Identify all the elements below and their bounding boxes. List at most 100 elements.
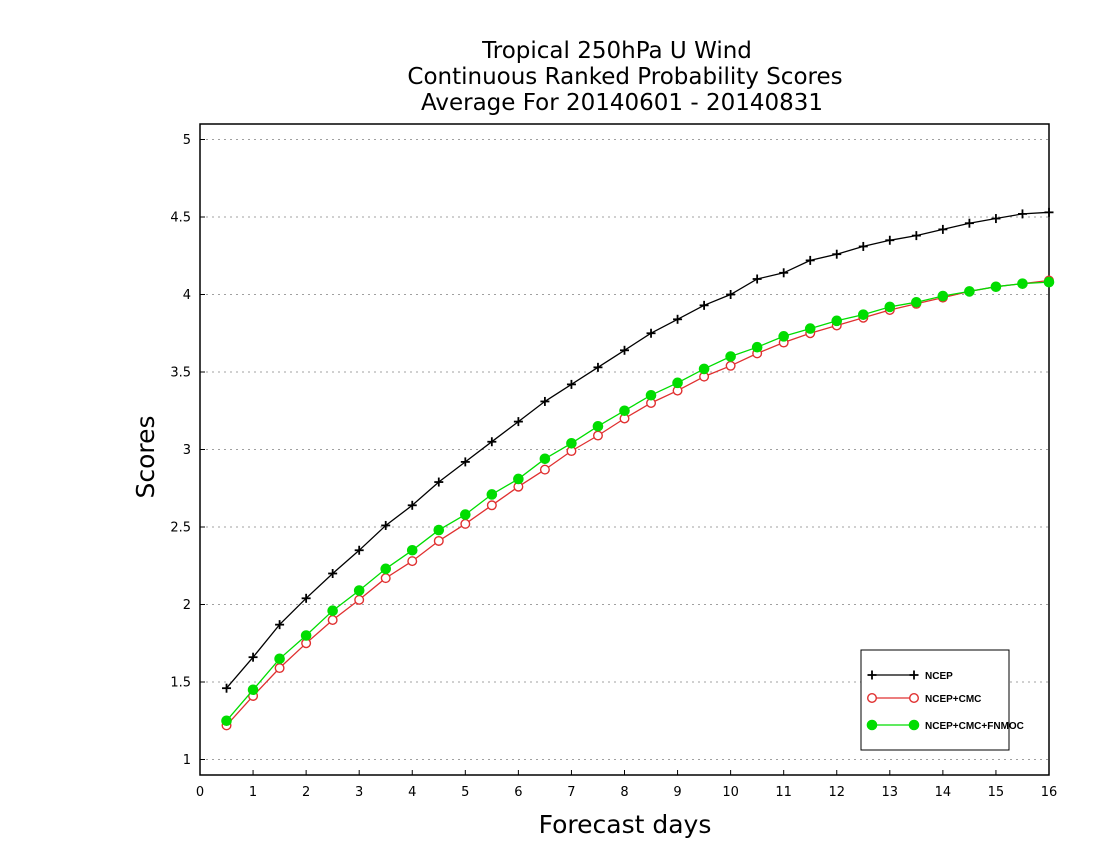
- chart-title-line-1: Tropical 250hPa U Wind: [481, 38, 752, 64]
- x-tick-label: 12: [828, 785, 845, 800]
- data-point: [673, 314, 683, 324]
- x-tick-label: 2: [302, 785, 310, 800]
- data-point: [354, 545, 364, 555]
- legend-label: NCEP+CMC+FNMOC: [925, 721, 1024, 732]
- data-point: [698, 363, 710, 375]
- data-point: [938, 224, 948, 234]
- data-point: [221, 715, 232, 727]
- data-point: [804, 323, 816, 334]
- data-point: [1044, 207, 1054, 217]
- y-tick-label: 1: [183, 753, 191, 768]
- x-tick-label: 7: [567, 785, 575, 800]
- y-tick-label: 4.5: [170, 211, 191, 226]
- data-point: [566, 438, 577, 449]
- legend-entry: NCEP+CMC+FNMOC: [866, 719, 1024, 732]
- data-point: [486, 489, 498, 500]
- data-point: [646, 328, 656, 338]
- legend-entry: NCEP: [867, 670, 953, 682]
- data-point: [274, 663, 285, 674]
- x-tick-label: 5: [461, 785, 469, 800]
- data-point: [248, 652, 258, 662]
- x-tick-label: 13: [882, 785, 899, 800]
- data-point: [487, 437, 497, 447]
- data-point: [381, 520, 391, 530]
- data-point: [434, 477, 444, 487]
- x-tick-label: 3: [355, 785, 363, 800]
- data-point: [275, 620, 285, 630]
- data-point: [327, 615, 338, 626]
- data-point: [1017, 209, 1027, 219]
- data-point: [991, 214, 1001, 224]
- data-point: [407, 500, 417, 510]
- data-point: [592, 420, 604, 432]
- data-point: [752, 274, 762, 284]
- x-tick-label: 4: [408, 785, 416, 800]
- x-tick-label: 1: [249, 785, 257, 800]
- y-tick-label: 5: [183, 133, 191, 148]
- data-point: [539, 464, 550, 475]
- data-point: [911, 296, 922, 308]
- data-point: [620, 345, 629, 355]
- y-tick-label: 2.5: [170, 521, 191, 536]
- data-point: [433, 524, 445, 536]
- x-tick-label: 0: [196, 785, 204, 800]
- data-point: [486, 500, 497, 511]
- data-point: [513, 417, 523, 427]
- data-point: [539, 453, 551, 465]
- x-axis-ticks: 0 1 2 3 4 5 6 7 8 9 10 11 12 13 14 15 16: [196, 770, 1057, 800]
- legend-label: NCEP+CMC: [925, 694, 981, 705]
- data-point: [566, 379, 576, 389]
- data-point: [725, 360, 736, 371]
- data-point: [593, 362, 603, 372]
- data-point: [831, 315, 843, 327]
- x-axis-label: Forecast days: [539, 810, 712, 839]
- y-axis-ticks: 1 1.5 2 2.5 3 3.5 4 4.5 5: [170, 133, 205, 768]
- y-tick-label: 3: [183, 443, 191, 458]
- data-point: [858, 241, 868, 251]
- legend-label: NCEP: [925, 671, 953, 682]
- data-point: [406, 544, 418, 556]
- data-point: [937, 290, 949, 302]
- data-point: [247, 684, 259, 696]
- data-point: [778, 331, 789, 342]
- x-tick-label: 11: [775, 785, 792, 800]
- x-tick-label: 9: [673, 785, 681, 800]
- series-3: [221, 276, 1055, 727]
- y-axis-label: Scores: [131, 415, 160, 498]
- data-point: [460, 518, 471, 529]
- legend: NCEP NCEP+CMC NCEP+CMC+FNMOC: [860, 649, 1024, 751]
- data-point: [354, 594, 365, 605]
- x-tick-label: 16: [1041, 785, 1058, 800]
- legend-marker-left: [866, 719, 878, 731]
- data-point: [699, 300, 709, 310]
- data-point: [592, 430, 603, 441]
- legend-marker-left: [867, 693, 878, 704]
- data-point: [353, 585, 365, 596]
- series-line: [226, 211, 1050, 689]
- x-tick-label: 14: [935, 785, 952, 800]
- x-tick-label: 10: [722, 785, 739, 800]
- data-point: [779, 268, 789, 278]
- y-tick-label: 4: [183, 288, 191, 303]
- data-point: [990, 281, 1002, 293]
- data-point: [751, 341, 763, 353]
- data-point: [274, 653, 285, 665]
- data-point: [857, 309, 869, 320]
- data-point: [832, 249, 842, 259]
- y-tick-label: 1.5: [170, 676, 191, 691]
- legend-marker-right: [909, 693, 920, 704]
- data-point: [885, 235, 895, 245]
- data-point: [301, 593, 311, 603]
- data-point: [540, 396, 550, 406]
- data-point: [964, 218, 974, 228]
- data-point: [726, 290, 736, 299]
- data-point: [911, 231, 921, 241]
- y-tick-label: 2: [183, 598, 191, 613]
- data-point: [884, 301, 896, 313]
- data-point: [645, 389, 657, 401]
- data-point: [672, 377, 683, 389]
- data-point: [328, 569, 338, 578]
- legend-marker-left: [867, 670, 877, 680]
- chart-title-line-3: Average For 20140601 - 20140831: [421, 90, 823, 116]
